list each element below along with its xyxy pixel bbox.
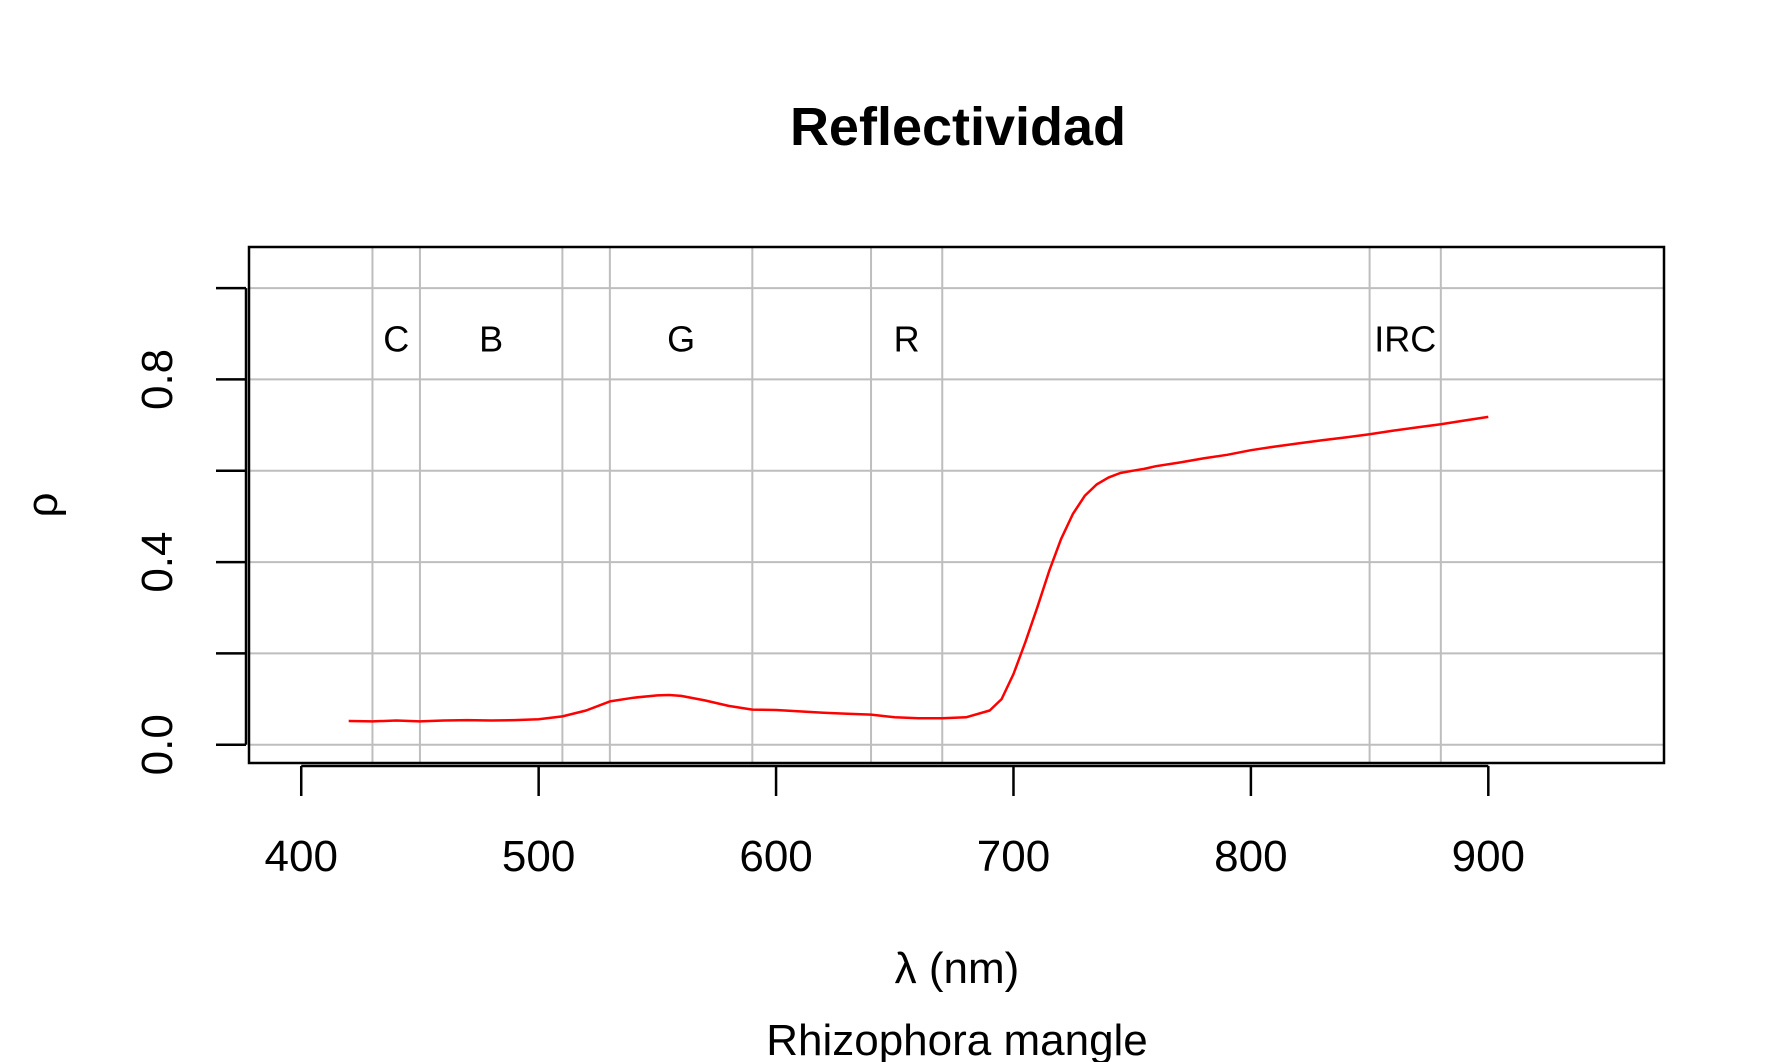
x-tick-label: 400 [265, 832, 338, 881]
x-tick-label: 600 [739, 832, 812, 881]
x-axis-label: λ (nm) [895, 944, 1020, 993]
band-label: G [667, 318, 695, 359]
x-tick-label: 900 [1452, 832, 1525, 881]
y-tick-label: 0.4 [133, 531, 182, 592]
band-labels: C B G R IRC [383, 318, 1436, 359]
band-label: R [894, 318, 920, 359]
y-tick-label: 0.8 [133, 349, 182, 410]
chart-subtitle: Rhizophora mangle [766, 1016, 1148, 1062]
y-axis-label: ρ [18, 492, 67, 517]
reflectance-line [348, 415, 1489, 723]
plot-frame [247, 245, 1666, 765]
y-tick-label: 0.0 [133, 714, 182, 775]
x-axis: 400 500 600 700 800 900 [265, 764, 1525, 881]
chart-title: Reflectividad [790, 97, 1126, 157]
band-label: IRC [1374, 318, 1436, 359]
grid [249, 247, 1664, 763]
band-label: C [383, 318, 409, 359]
x-tick-label: 500 [502, 832, 575, 881]
x-tick-label: 700 [977, 832, 1050, 881]
y-axis: 0.0 0.4 0.8 [133, 286, 248, 775]
band-label: B [479, 318, 503, 359]
x-tick-label: 800 [1214, 832, 1287, 881]
